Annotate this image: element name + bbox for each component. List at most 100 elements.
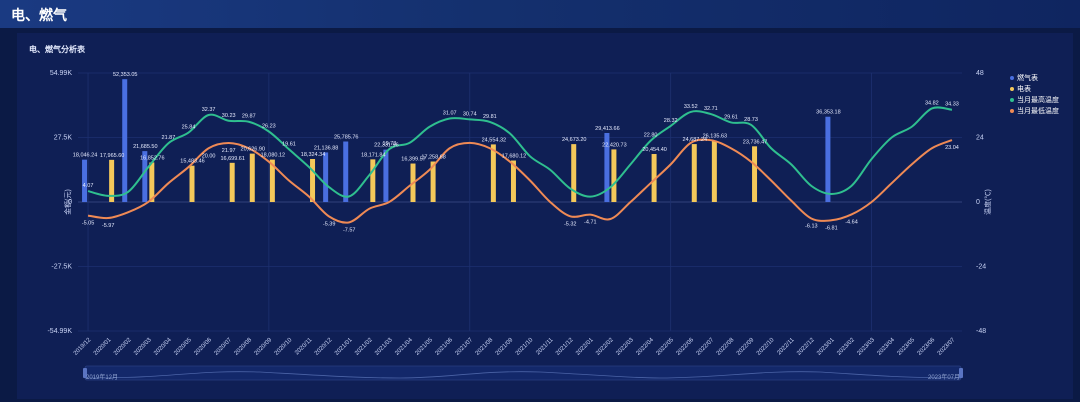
bar-electric[interactable]: [711, 140, 717, 202]
data-label-electric: 23,736.47: [743, 139, 767, 145]
data-label-high-temp: 33.52: [684, 104, 698, 110]
data-label-gas: 52,353.05: [113, 72, 137, 78]
line-low-temp[interactable]: [87, 138, 953, 224]
data-label-gas: 21,136.88: [314, 145, 338, 151]
x-tick-label: 2021/03: [374, 337, 394, 357]
legend-item-electric[interactable]: 电表: [1010, 83, 1059, 94]
x-tick-label: 2020/04: [153, 337, 173, 357]
slider-end-label: 2023年07月: [928, 375, 961, 381]
data-label-high-temp: 30.74: [463, 111, 477, 117]
bar-gas[interactable]: [323, 152, 329, 202]
slider-start-label: 2019年12月: [86, 375, 119, 381]
bar-electric[interactable]: [370, 159, 376, 202]
data-label-electric: 18,324.34: [301, 152, 325, 158]
x-tick-label: 2020/08: [234, 337, 254, 357]
bar-electric[interactable]: [189, 165, 195, 202]
line-high-temp[interactable]: [87, 106, 953, 198]
bar-electric[interactable]: [149, 162, 155, 202]
data-label-high-temp: 25.84: [182, 125, 196, 131]
x-tick-label: 2022/11: [776, 337, 796, 357]
x-tick-label: 2022/01: [575, 337, 595, 357]
x-tick-label: 2021/08: [475, 337, 495, 357]
data-label-electric: 16,852.76: [140, 155, 164, 161]
bar-electric[interactable]: [510, 160, 516, 202]
x-tick-label: 2022/04: [635, 337, 655, 357]
x-tick-label: 2023/03: [856, 337, 876, 357]
data-label-high-temp: 22.80: [644, 133, 658, 139]
bar-electric[interactable]: [490, 144, 496, 202]
data-label-electric: 18,171.84: [361, 152, 385, 158]
x-tick-label: 2022/06: [676, 337, 696, 357]
data-label-low-temp: -4.64: [845, 219, 858, 225]
data-label-high-temp: 26.23: [262, 124, 276, 130]
data-label-electric: 24,687.24: [683, 137, 707, 143]
x-tick-label: 2020/03: [133, 337, 153, 357]
bar-gas[interactable]: [604, 132, 610, 202]
data-label-low-temp: -7.57: [343, 227, 356, 233]
data-label-high-temp: 30.23: [222, 113, 236, 119]
x-tick-label: 2022/02: [595, 337, 615, 357]
x-tick-label: 2022/08: [716, 337, 736, 357]
legend-item-gas[interactable]: 燃气表: [1010, 72, 1059, 83]
bar-gas[interactable]: [82, 159, 88, 202]
bar-electric[interactable]: [109, 159, 115, 202]
x-tick-label: 2021/07: [455, 337, 475, 357]
bar-electric[interactable]: [611, 149, 617, 202]
data-label-high-temp: 19.61: [282, 141, 296, 147]
bar-gas[interactable]: [142, 151, 148, 202]
x-tick-label: 2020/12: [314, 337, 334, 357]
x-tick-label: 2021/11: [535, 337, 555, 357]
x-tick-label: 2022/07: [696, 337, 716, 357]
x-tick-label: 2021/06: [435, 337, 455, 357]
data-zoom-end-handle[interactable]: [959, 368, 963, 378]
data-label-electric: 18,080.12: [261, 153, 285, 159]
data-label-low-temp: 20.00: [202, 153, 216, 159]
x-tick-label: 2023/06: [917, 337, 937, 357]
data-label-low-temp: -5.97: [102, 223, 115, 229]
x-tick-label: 2023/07: [937, 337, 957, 357]
bar-electric[interactable]: [310, 159, 316, 202]
data-label-low-temp: -5.05: [82, 221, 95, 227]
bar-gas[interactable]: [825, 116, 831, 202]
chart-title: 电、燃气分析表: [29, 45, 85, 54]
bar-electric[interactable]: [229, 162, 235, 202]
legend-item-low-temp[interactable]: 当月最低温度: [1010, 105, 1059, 116]
x-tick-label: 2022/09: [736, 337, 756, 357]
bar-electric[interactable]: [249, 153, 255, 202]
data-label-electric: 17,680.12: [502, 154, 526, 160]
x-tick-label: 2021/04: [394, 337, 414, 357]
x-tick-label: 2023/01: [816, 337, 836, 357]
bar-electric[interactable]: [651, 154, 657, 202]
y-left-tick-label: -54.99K: [47, 328, 72, 335]
data-label-low-temp: 21.97: [222, 148, 236, 154]
bar-gas[interactable]: [383, 149, 389, 202]
bar-electric[interactable]: [691, 144, 697, 202]
data-zoom-slider[interactable]: [84, 365, 962, 381]
x-tick-label: 2020/01: [93, 337, 113, 357]
x-tick-label: 2019/12: [73, 337, 93, 357]
bar-electric[interactable]: [269, 159, 275, 202]
bar-electric[interactable]: [571, 144, 577, 202]
page-title: 电、燃气: [11, 7, 67, 23]
data-zoom-start-handle[interactable]: [83, 368, 87, 378]
x-tick-label: 2023/02: [836, 337, 856, 357]
chart-legend: 燃气表 电表 当月最高温度 当月最低温度: [1010, 72, 1059, 116]
bar-gas[interactable]: [343, 141, 349, 202]
bar-electric[interactable]: [752, 146, 758, 202]
legend-swatch-low-temp: [1010, 108, 1014, 113]
legend-item-high-temp[interactable]: 当月最高温度: [1010, 94, 1059, 105]
data-label-high-temp: 4.07: [83, 183, 94, 189]
x-tick-label: 2020/05: [173, 337, 193, 357]
data-label-high-temp: 34.82: [925, 100, 939, 106]
x-tick-label: 2021/02: [354, 337, 374, 357]
data-label-electric: 24,673.20: [562, 137, 586, 143]
y-right-tick-label: 24: [976, 135, 984, 142]
bar-gas[interactable]: [122, 79, 128, 202]
data-label-high-temp: 19.73: [383, 141, 397, 147]
data-label-low-temp: -6.81: [825, 225, 838, 231]
data-label-gas: 25,785.76: [334, 135, 358, 141]
bar-electric[interactable]: [430, 161, 436, 202]
data-label-low-temp: -4.71: [584, 220, 597, 226]
data-label-high-temp: 34.33: [945, 102, 959, 108]
